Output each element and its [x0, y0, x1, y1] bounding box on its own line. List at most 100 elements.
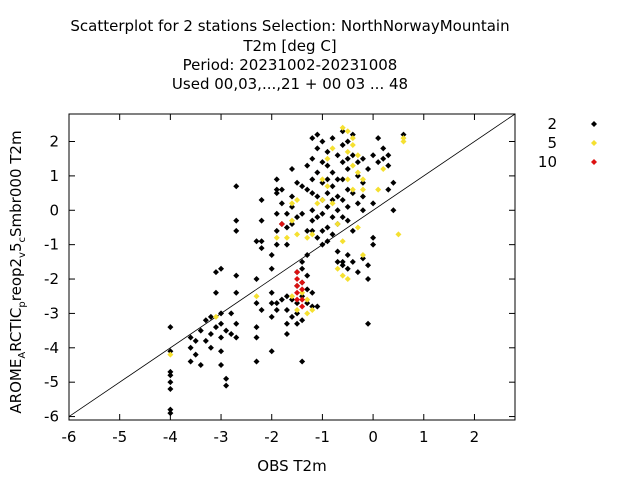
data-point-series-2 — [233, 289, 240, 296]
data-point-series-2 — [223, 375, 230, 382]
data-point-series-2 — [380, 145, 387, 152]
data-point-series-2 — [309, 227, 316, 234]
data-point-series-2 — [253, 324, 260, 331]
data-point-series-2 — [223, 382, 230, 389]
data-point-series-2 — [167, 386, 174, 393]
data-point-series-2 — [349, 152, 356, 159]
y-label-part: AROME — [7, 359, 25, 414]
data-point-series-2 — [370, 234, 377, 241]
legend-marker-5 — [591, 140, 597, 146]
data-point-series-2 — [344, 186, 351, 193]
legend-marker-10 — [591, 159, 597, 165]
data-point-series-5 — [283, 234, 290, 241]
data-point-series-2 — [268, 265, 275, 272]
data-point-series-2 — [283, 210, 290, 217]
data-point-series-2 — [233, 227, 240, 234]
data-point-series-5 — [339, 124, 346, 131]
data-point-series-2 — [223, 327, 230, 334]
data-point-series-2 — [167, 379, 174, 386]
chart-title-line-2: T2m [deg C] — [243, 37, 337, 55]
data-point-series-2 — [289, 296, 295, 303]
data-point-series-2 — [187, 358, 194, 365]
identity-line — [68, 113, 516, 417]
data-point-series-2 — [349, 131, 356, 138]
data-point-series-2 — [319, 179, 326, 186]
data-point-series-2 — [339, 159, 346, 166]
data-point-series-5 — [344, 276, 351, 283]
x-axis-label: OBS T2m — [257, 457, 326, 475]
data-point-series-5 — [354, 169, 361, 176]
data-point-series-2 — [319, 138, 326, 145]
data-point-series-2 — [344, 138, 351, 145]
data-point-series-2 — [212, 324, 219, 331]
data-point-series-2 — [329, 214, 336, 221]
data-point-series-5 — [304, 234, 311, 241]
data-point-series-5 — [324, 155, 331, 162]
x-tick-label: -4 — [163, 428, 178, 446]
data-point-series-2 — [299, 317, 306, 324]
data-point-series-5 — [253, 293, 260, 300]
data-point-series-2 — [365, 320, 372, 327]
data-point-series-2 — [299, 265, 306, 272]
data-point-series-5 — [309, 231, 316, 238]
data-point-series-5 — [354, 152, 361, 159]
data-point-series-5 — [344, 176, 351, 183]
data-point-series-2 — [207, 313, 214, 320]
data-point-series-2 — [273, 190, 280, 197]
data-point-series-2 — [289, 313, 295, 320]
data-point-series-2 — [385, 186, 392, 193]
y-label-part: reop2 — [7, 258, 25, 301]
data-point-series-2 — [319, 159, 326, 166]
x-tick-label: -3 — [214, 428, 229, 446]
data-point-series-10 — [299, 303, 306, 310]
data-point-series-2 — [197, 361, 204, 368]
data-point-series-2 — [218, 310, 225, 317]
data-point-series-2 — [390, 207, 397, 214]
data-point-series-2 — [273, 210, 280, 217]
data-point-series-2 — [289, 193, 295, 200]
y-label-sub: c — [17, 237, 28, 243]
data-point-series-2 — [354, 200, 361, 207]
data-point-series-10 — [294, 282, 301, 289]
data-point-series-5 — [294, 196, 301, 203]
data-point-series-2 — [207, 344, 214, 351]
data-point-series-2 — [218, 348, 225, 355]
data-point-series-2 — [283, 224, 290, 231]
data-point-series-2 — [299, 210, 306, 217]
data-point-series-2 — [354, 172, 361, 179]
data-point-series-2 — [309, 176, 316, 183]
y-label-part: 5 — [7, 242, 25, 252]
data-point-series-2 — [309, 207, 316, 214]
data-point-series-2 — [212, 289, 219, 296]
data-point-series-2 — [268, 348, 275, 355]
data-point-series-10 — [299, 286, 306, 293]
data-point-series-2 — [334, 207, 341, 214]
chart-title-line-4: Used 00,03,...,21 + 00 03 ... 48 — [171, 75, 409, 93]
data-point-series-2 — [253, 300, 260, 307]
data-point-series-2 — [344, 203, 351, 210]
data-point-series-2 — [329, 196, 336, 203]
data-point-series-2 — [167, 368, 174, 375]
data-point-series-2 — [375, 159, 382, 166]
x-tick-label: -6 — [62, 428, 77, 446]
data-point-series-5 — [400, 135, 407, 142]
data-point-series-10 — [278, 221, 285, 228]
x-tick-label: -5 — [112, 428, 127, 446]
y-label-part: RCTIC — [7, 308, 25, 352]
data-point-series-2 — [344, 155, 351, 162]
legend-label: 2 — [547, 115, 557, 133]
data-point-series-2 — [283, 241, 290, 248]
data-point-series-2 — [167, 324, 174, 331]
data-point-series-2 — [304, 300, 311, 307]
data-point-series-2 — [304, 162, 311, 169]
data-point-series-2 — [273, 227, 280, 234]
data-point-series-2 — [324, 203, 331, 210]
data-point-series-2 — [192, 337, 199, 344]
data-point-series-2 — [258, 245, 265, 252]
data-point-series-2 — [314, 145, 321, 152]
data-point-series-5 — [334, 265, 341, 272]
data-point-series-2 — [309, 217, 316, 224]
data-point-series-2 — [228, 310, 235, 317]
data-point-series-2 — [385, 152, 392, 159]
data-point-series-2 — [334, 258, 341, 265]
